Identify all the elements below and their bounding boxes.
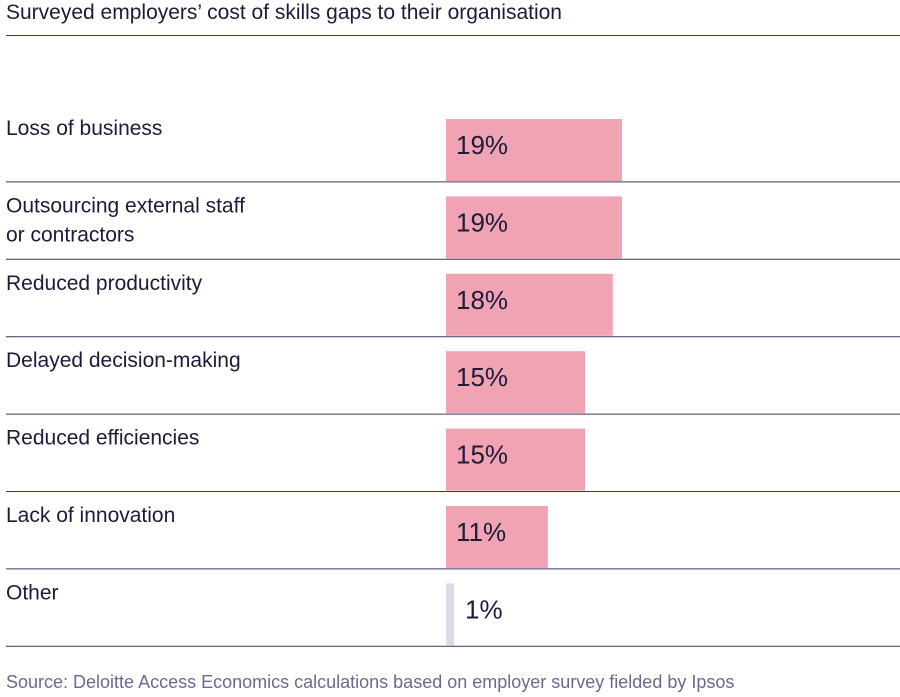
category-label: Delayed decision-making: [6, 349, 241, 372]
value-label: 15%: [456, 440, 508, 470]
value-label: 11%: [456, 517, 506, 547]
value-label: 15%: [456, 362, 508, 392]
bar: [446, 119, 622, 181]
source-note: Source: Deloitte Access Economics calcul…: [6, 672, 735, 692]
category-label: Reduced efficiencies: [6, 427, 199, 450]
chart-title: Surveyed employers’ cost of skills gaps …: [6, 1, 562, 24]
bar: [446, 506, 548, 568]
category-label: Other: [6, 581, 59, 604]
value-label: 19%: [456, 207, 508, 237]
title-rule: [6, 35, 900, 36]
bar: [446, 428, 585, 491]
category-label: Outsourcing external staff: [6, 194, 245, 217]
value-label: 18%: [456, 285, 508, 315]
category-label: or contractors: [6, 223, 134, 246]
bar: [446, 273, 613, 336]
category-label: Lack of innovation: [6, 504, 175, 527]
category-label: Reduced productivity: [6, 272, 203, 295]
value-label: 1%: [465, 594, 503, 624]
bar: [446, 196, 622, 259]
value-label: 19%: [456, 130, 508, 160]
bar: [446, 583, 454, 646]
bar: [446, 351, 585, 414]
category-label: Loss of business: [6, 117, 162, 140]
